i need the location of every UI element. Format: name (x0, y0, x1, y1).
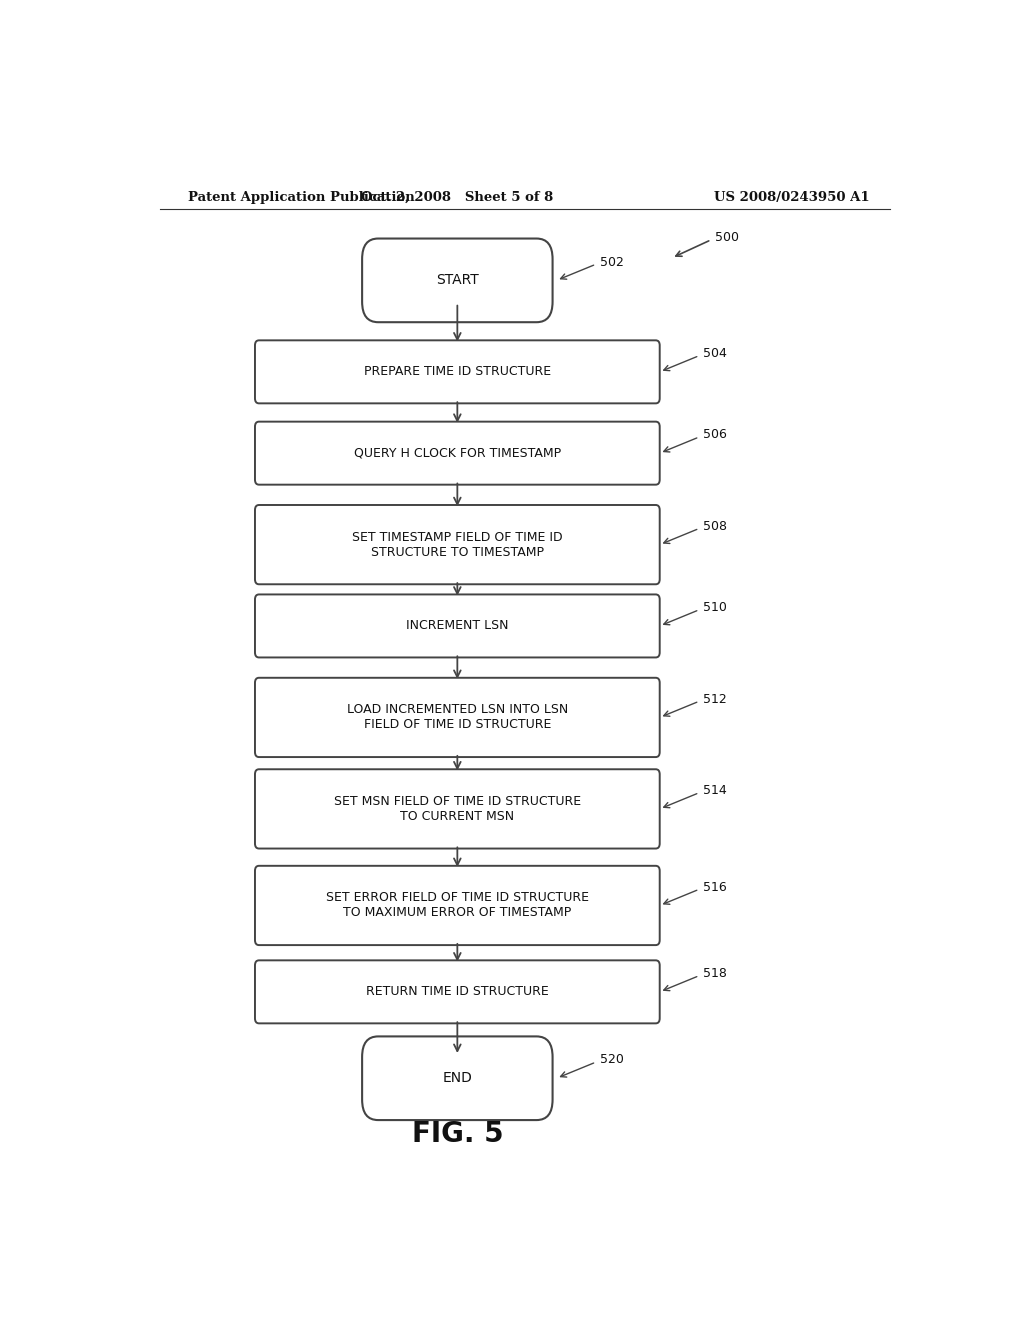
FancyBboxPatch shape (255, 677, 659, 758)
Text: LOAD INCREMENTED LSN INTO LSN
FIELD OF TIME ID STRUCTURE: LOAD INCREMENTED LSN INTO LSN FIELD OF T… (347, 704, 568, 731)
Text: 506: 506 (703, 429, 727, 441)
Text: SET TIMESTAMP FIELD OF TIME ID
STRUCTURE TO TIMESTAMP: SET TIMESTAMP FIELD OF TIME ID STRUCTURE… (352, 531, 562, 558)
Text: FIG. 5: FIG. 5 (412, 1121, 503, 1148)
FancyBboxPatch shape (255, 594, 659, 657)
Text: SET ERROR FIELD OF TIME ID STRUCTURE
TO MAXIMUM ERROR OF TIMESTAMP: SET ERROR FIELD OF TIME ID STRUCTURE TO … (326, 891, 589, 920)
Text: 500: 500 (715, 231, 739, 244)
Text: QUERY H CLOCK FOR TIMESTAMP: QUERY H CLOCK FOR TIMESTAMP (353, 446, 561, 459)
FancyBboxPatch shape (255, 341, 659, 404)
Text: RETURN TIME ID STRUCTURE: RETURN TIME ID STRUCTURE (366, 985, 549, 998)
Text: Oct. 2, 2008   Sheet 5 of 8: Oct. 2, 2008 Sheet 5 of 8 (361, 190, 553, 203)
Text: US 2008/0243950 A1: US 2008/0243950 A1 (715, 190, 870, 203)
Text: PREPARE TIME ID STRUCTURE: PREPARE TIME ID STRUCTURE (364, 366, 551, 379)
Text: 520: 520 (600, 1053, 624, 1067)
Text: END: END (442, 1072, 472, 1085)
Text: SET MSN FIELD OF TIME ID STRUCTURE
TO CURRENT MSN: SET MSN FIELD OF TIME ID STRUCTURE TO CU… (334, 795, 581, 822)
FancyBboxPatch shape (255, 506, 659, 585)
Text: 502: 502 (600, 256, 624, 268)
Text: 518: 518 (703, 968, 727, 979)
Text: 508: 508 (703, 520, 727, 533)
FancyBboxPatch shape (362, 239, 553, 322)
Text: 512: 512 (703, 693, 727, 706)
FancyBboxPatch shape (255, 421, 659, 484)
Text: 504: 504 (703, 347, 727, 360)
Text: INCREMENT LSN: INCREMENT LSN (407, 619, 509, 632)
Text: START: START (436, 273, 478, 288)
FancyBboxPatch shape (255, 770, 659, 849)
FancyBboxPatch shape (255, 961, 659, 1023)
Text: Patent Application Publication: Patent Application Publication (187, 190, 415, 203)
Text: 516: 516 (703, 880, 727, 894)
FancyBboxPatch shape (362, 1036, 553, 1121)
Text: 510: 510 (703, 601, 727, 614)
FancyBboxPatch shape (255, 866, 659, 945)
Text: 514: 514 (703, 784, 727, 797)
